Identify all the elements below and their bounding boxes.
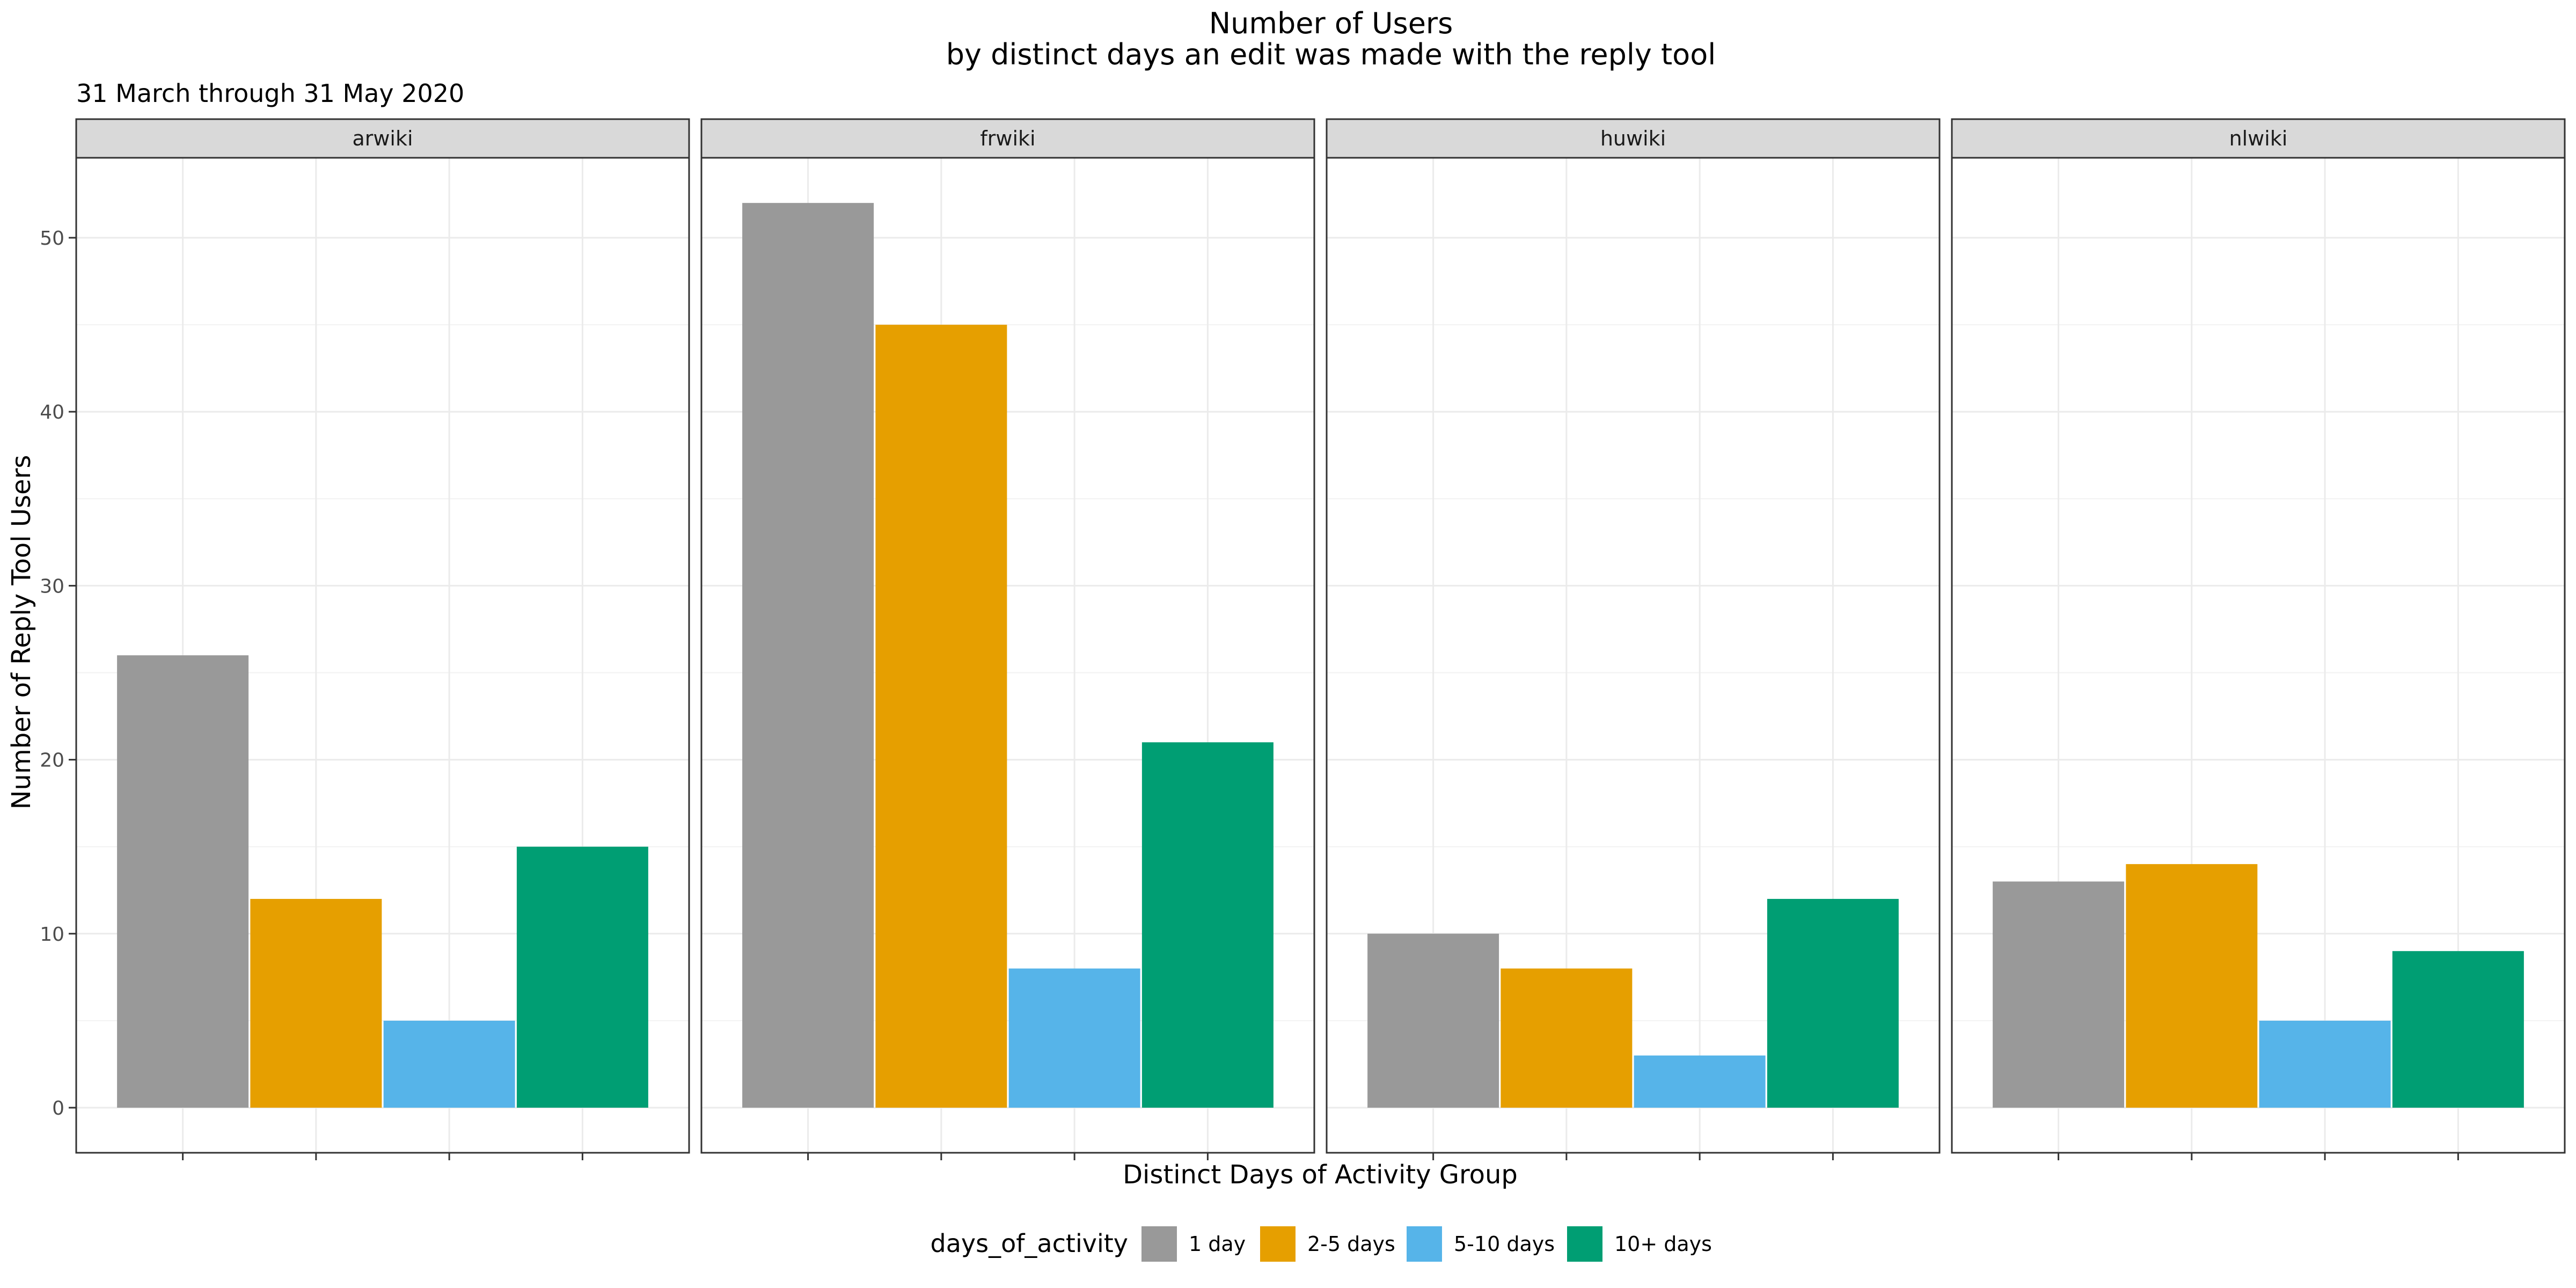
legend: days_of_activity 1 day 2-5 days 5-10 days 1… xyxy=(931,1226,1712,1262)
facet-strip xyxy=(1951,118,2566,159)
bar-huwiki-0 xyxy=(1367,933,1499,1108)
legend-key-0 xyxy=(1141,1226,1177,1262)
facet-panel-frwiki: frwiki xyxy=(700,118,1315,1160)
bar-frwiki-1 xyxy=(875,325,1007,1108)
facet-strip-label: nlwiki xyxy=(2229,127,2288,150)
facet-panel-nlwiki: nlwiki xyxy=(1951,118,2566,1160)
legend-key-1 xyxy=(1260,1226,1296,1262)
legend-key-3 xyxy=(1567,1226,1602,1262)
bar-huwiki-2 xyxy=(1634,1055,1766,1108)
legend-label-3: 10+ days xyxy=(1614,1232,1712,1256)
y-tick-label: 50 xyxy=(40,228,64,250)
chart-title: Number of Users xyxy=(1209,6,1453,40)
facet-strip-label: huwiki xyxy=(1600,127,1666,150)
chart-title-line2: by distinct days an edit was made with t… xyxy=(946,38,1716,71)
bar-nlwiki-0 xyxy=(1993,881,2125,1108)
panel-border xyxy=(75,157,690,1154)
panel-border xyxy=(700,157,1315,1154)
y-tick-label: 20 xyxy=(40,750,64,772)
y-tick-label: 40 xyxy=(40,401,64,423)
bar-nlwiki-1 xyxy=(2126,864,2258,1108)
panel-border xyxy=(1951,157,2566,1154)
x-axis-title: Distinct Days of Activity Group xyxy=(1123,1160,1518,1190)
facet-panel-arwiki: arwiki xyxy=(75,118,690,1160)
bar-huwiki-1 xyxy=(1501,968,1633,1108)
bar-nlwiki-3 xyxy=(2392,951,2524,1108)
bar-arwiki-3 xyxy=(516,846,648,1108)
y-axis-title: Number of Reply Tool Users xyxy=(6,455,36,810)
panel-border xyxy=(1326,157,1941,1154)
facet-panel-huwiki: huwiki xyxy=(1326,118,1941,1160)
legend-title: days_of_activity xyxy=(931,1229,1128,1258)
facet-strip xyxy=(1326,118,1941,159)
y-axis: 0 10 20 30 40 50 xyxy=(40,228,76,1119)
bar-frwiki-0 xyxy=(742,203,874,1108)
bar-huwiki-3 xyxy=(1767,898,1899,1108)
facet-strip-label: arwiki xyxy=(352,127,413,150)
bar-arwiki-0 xyxy=(117,655,249,1108)
chart-subtitle: 31 March through 31 May 2020 xyxy=(76,79,464,108)
bar-arwiki-2 xyxy=(383,1020,515,1108)
legend-label-2: 5-10 days xyxy=(1454,1232,1555,1256)
bar-nlwiki-2 xyxy=(2259,1020,2391,1108)
y-tick-label: 0 xyxy=(52,1097,64,1119)
legend-label-0: 1 day xyxy=(1189,1232,1246,1256)
bar-frwiki-2 xyxy=(1008,968,1140,1108)
facet-strip-label: frwiki xyxy=(980,127,1035,150)
y-tick-label: 30 xyxy=(40,575,64,597)
facet-panels: arwiki frwiki huwiki nlwiki xyxy=(75,118,2566,1160)
legend-label-1: 2-5 days xyxy=(1307,1232,1395,1256)
y-tick-label: 10 xyxy=(40,924,64,946)
bar-arwiki-1 xyxy=(250,898,382,1108)
legend-key-2 xyxy=(1407,1226,1442,1262)
bar-frwiki-3 xyxy=(1141,742,1274,1108)
